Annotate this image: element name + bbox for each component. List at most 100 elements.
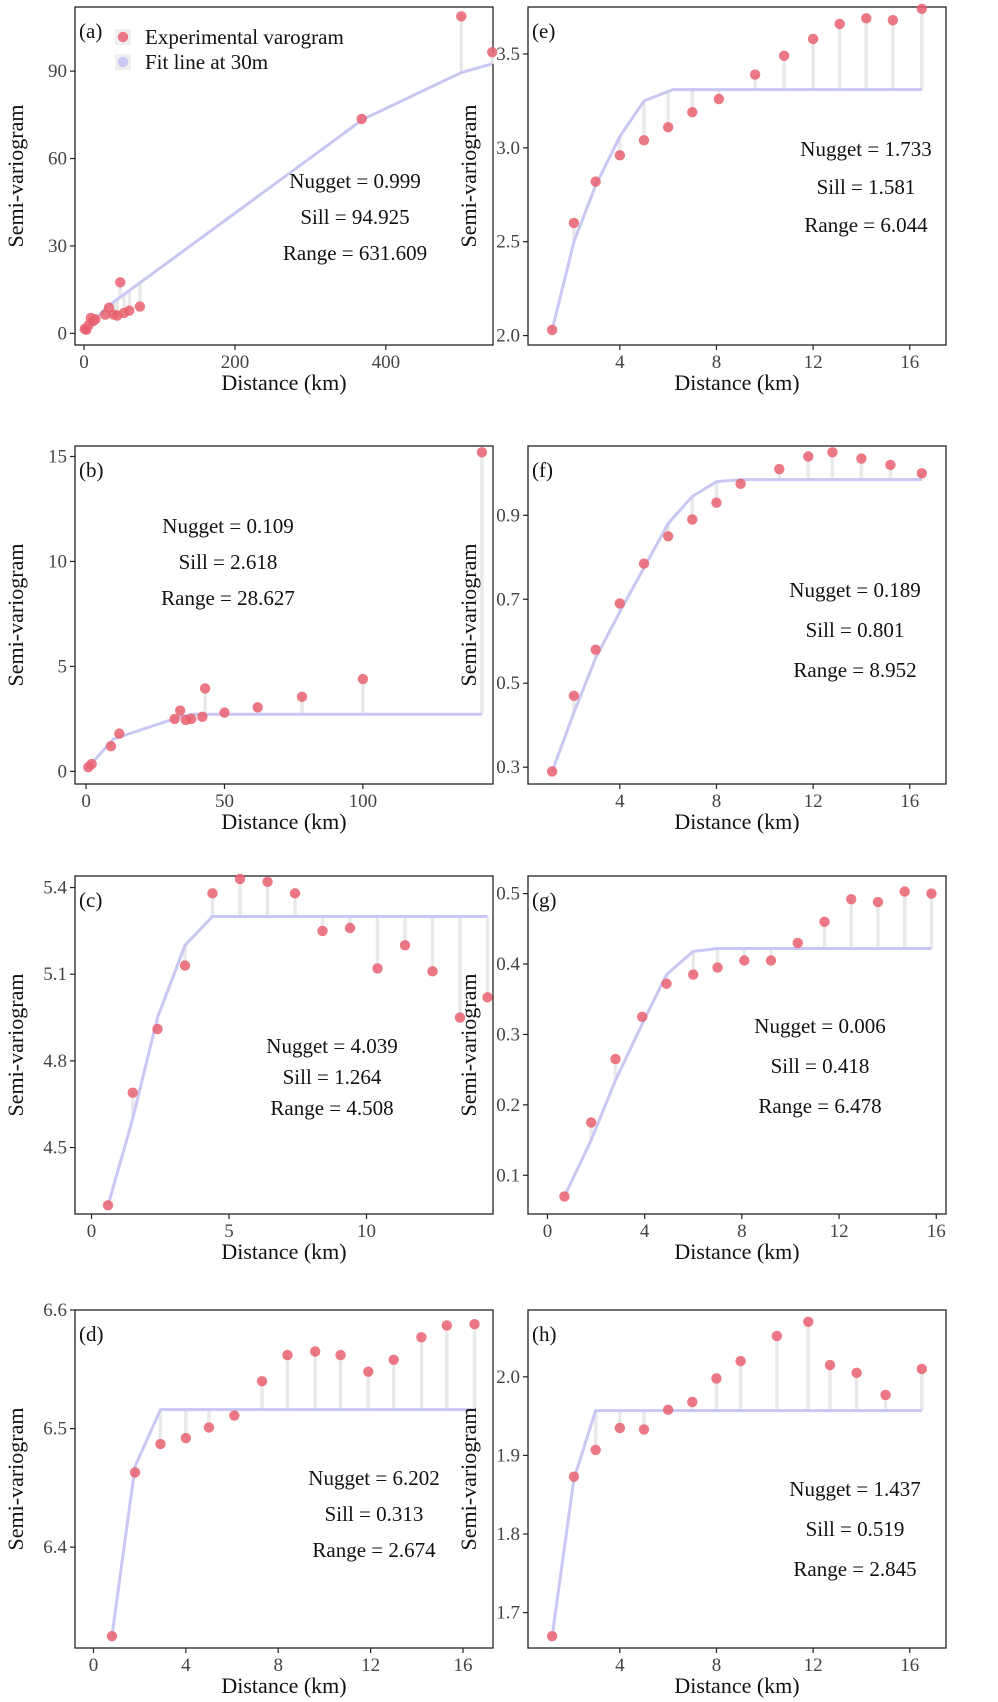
variogram-point — [590, 1444, 601, 1456]
fit-line — [106, 914, 488, 1206]
variogram-point — [203, 1422, 215, 1433]
x-tick-label: 8 — [712, 791, 722, 812]
panel-label: (e) — [532, 19, 555, 43]
variogram-point — [155, 1438, 166, 1450]
variogram-point — [388, 1354, 399, 1366]
variogram-point — [199, 683, 211, 694]
variogram-point — [115, 277, 126, 288]
variogram-point — [363, 1366, 374, 1377]
variogram-panel-e: 2.0 2.5 3.0 3.5 4 8 12 16 Distance (km) Semi-vari… — [456, 3, 947, 395]
panel-label: (a) — [79, 19, 102, 43]
variogram-point — [819, 916, 830, 927]
y-tick-label: 2.5 — [496, 232, 520, 253]
y-tick-label: 0.4 — [496, 954, 520, 975]
variogram-panel-d: 6.4 6.5 6.6 0 4 8 12 16 Distance (km) Semi-variog… — [3, 1300, 494, 1698]
variogram-point — [229, 1410, 240, 1421]
y-axis-title: Semi-variogram — [3, 105, 28, 248]
variogram-point — [559, 1191, 570, 1202]
variogram-point — [778, 50, 790, 62]
variogram-point — [219, 707, 230, 718]
y-tick-label: 0.1 — [496, 1165, 520, 1186]
fit-line — [563, 947, 932, 1198]
x-tick-label: 0 — [81, 791, 91, 812]
y-tick-label: 3.5 — [496, 44, 520, 65]
x-tick-label: 0 — [87, 1221, 97, 1242]
x-tick-label: 200 — [221, 352, 250, 373]
y-tick-label: 10 — [48, 551, 67, 572]
variogram-point — [186, 713, 197, 725]
variogram-point — [357, 673, 369, 685]
plot-frame — [527, 1309, 947, 1649]
variogram-point — [861, 13, 872, 24]
sill-annotation: Sill = 1.581 — [817, 175, 916, 199]
variogram-point — [585, 1117, 597, 1128]
x-tick-label: 12 — [361, 1655, 380, 1676]
variogram-point — [114, 728, 125, 739]
x-tick-label: 12 — [804, 1655, 823, 1676]
y-tick-label: 6.4 — [43, 1537, 67, 1558]
x-tick-label: 5 — [224, 1221, 234, 1242]
y-axis-title: Semi-variogram — [3, 974, 28, 1117]
y-axis-title: Semi-variogram — [3, 544, 28, 687]
variogram-point — [102, 1200, 114, 1211]
variogram-point — [638, 135, 650, 146]
variogram-point — [792, 937, 803, 949]
y-tick-label: 1.8 — [496, 1524, 520, 1545]
nugget-annotation: Nugget = 0.109 — [162, 514, 293, 538]
variogram-point — [546, 1631, 558, 1642]
variogram-point — [687, 1396, 698, 1408]
variogram-point — [872, 896, 884, 908]
sill-annotation: Sill = 0.519 — [806, 1517, 905, 1541]
range-annotation: Range = 631.609 — [283, 241, 427, 265]
variogram-panel-g: 0.1 0.2 0.3 0.4 0.5 0 4 8 12 16 Distance (km) Semi-… — [456, 875, 947, 1264]
variogram-point — [317, 925, 328, 937]
variogram-point — [456, 11, 467, 22]
plot-frame — [527, 875, 947, 1215]
variogram-point — [309, 1346, 321, 1357]
variogram-point — [713, 93, 725, 105]
variogram-point — [824, 1359, 836, 1371]
x-tick-label: 8 — [737, 1221, 747, 1242]
x-tick-label: 50 — [215, 791, 234, 812]
variogram-point — [614, 598, 626, 609]
variogram-point — [127, 1087, 138, 1098]
variogram-point — [590, 644, 601, 655]
y-tick-label: 2.0 — [496, 326, 520, 347]
y-tick-label: 90 — [48, 61, 67, 82]
variogram-point — [106, 1630, 118, 1642]
legend-fit-icon — [117, 56, 129, 68]
x-tick-label: 4 — [615, 1655, 625, 1676]
panel-label: (d) — [79, 1322, 104, 1346]
panel-label: (b) — [79, 458, 104, 482]
nugget-annotation: Nugget = 0.999 — [289, 169, 420, 193]
y-tick-label: 5.4 — [43, 878, 67, 899]
y-axis-title: Semi-variogram — [456, 105, 481, 248]
variogram-point — [856, 453, 867, 464]
variogram-point — [688, 969, 699, 980]
variogram-point — [469, 1319, 480, 1330]
x-tick-label: 16 — [900, 352, 919, 373]
range-annotation: Range = 28.627 — [161, 586, 295, 610]
variogram-point — [234, 873, 246, 885]
variogram-point — [568, 217, 580, 229]
x-tick-label: 0 — [89, 1655, 99, 1676]
variogram-point — [372, 963, 383, 974]
variogram-point — [637, 1011, 648, 1023]
x-tick-label: 16 — [900, 1655, 919, 1676]
variogram-point — [614, 150, 626, 161]
nugget-annotation: Nugget = 1.437 — [789, 1477, 920, 1501]
y-axis-title: Semi-variogram — [456, 974, 481, 1117]
variogram-point — [296, 691, 308, 703]
x-tick-label: 16 — [453, 1655, 472, 1676]
variogram-point — [416, 1332, 427, 1343]
y-tick-label: 0.5 — [496, 673, 520, 694]
sill-annotation: Sill = 2.618 — [179, 550, 278, 574]
y-tick-label: 0.3 — [496, 1024, 520, 1045]
fit-line — [84, 712, 482, 771]
y-axis-title: Semi-variogram — [456, 1408, 481, 1551]
variogram-point — [774, 463, 785, 475]
variogram-point — [887, 14, 899, 26]
